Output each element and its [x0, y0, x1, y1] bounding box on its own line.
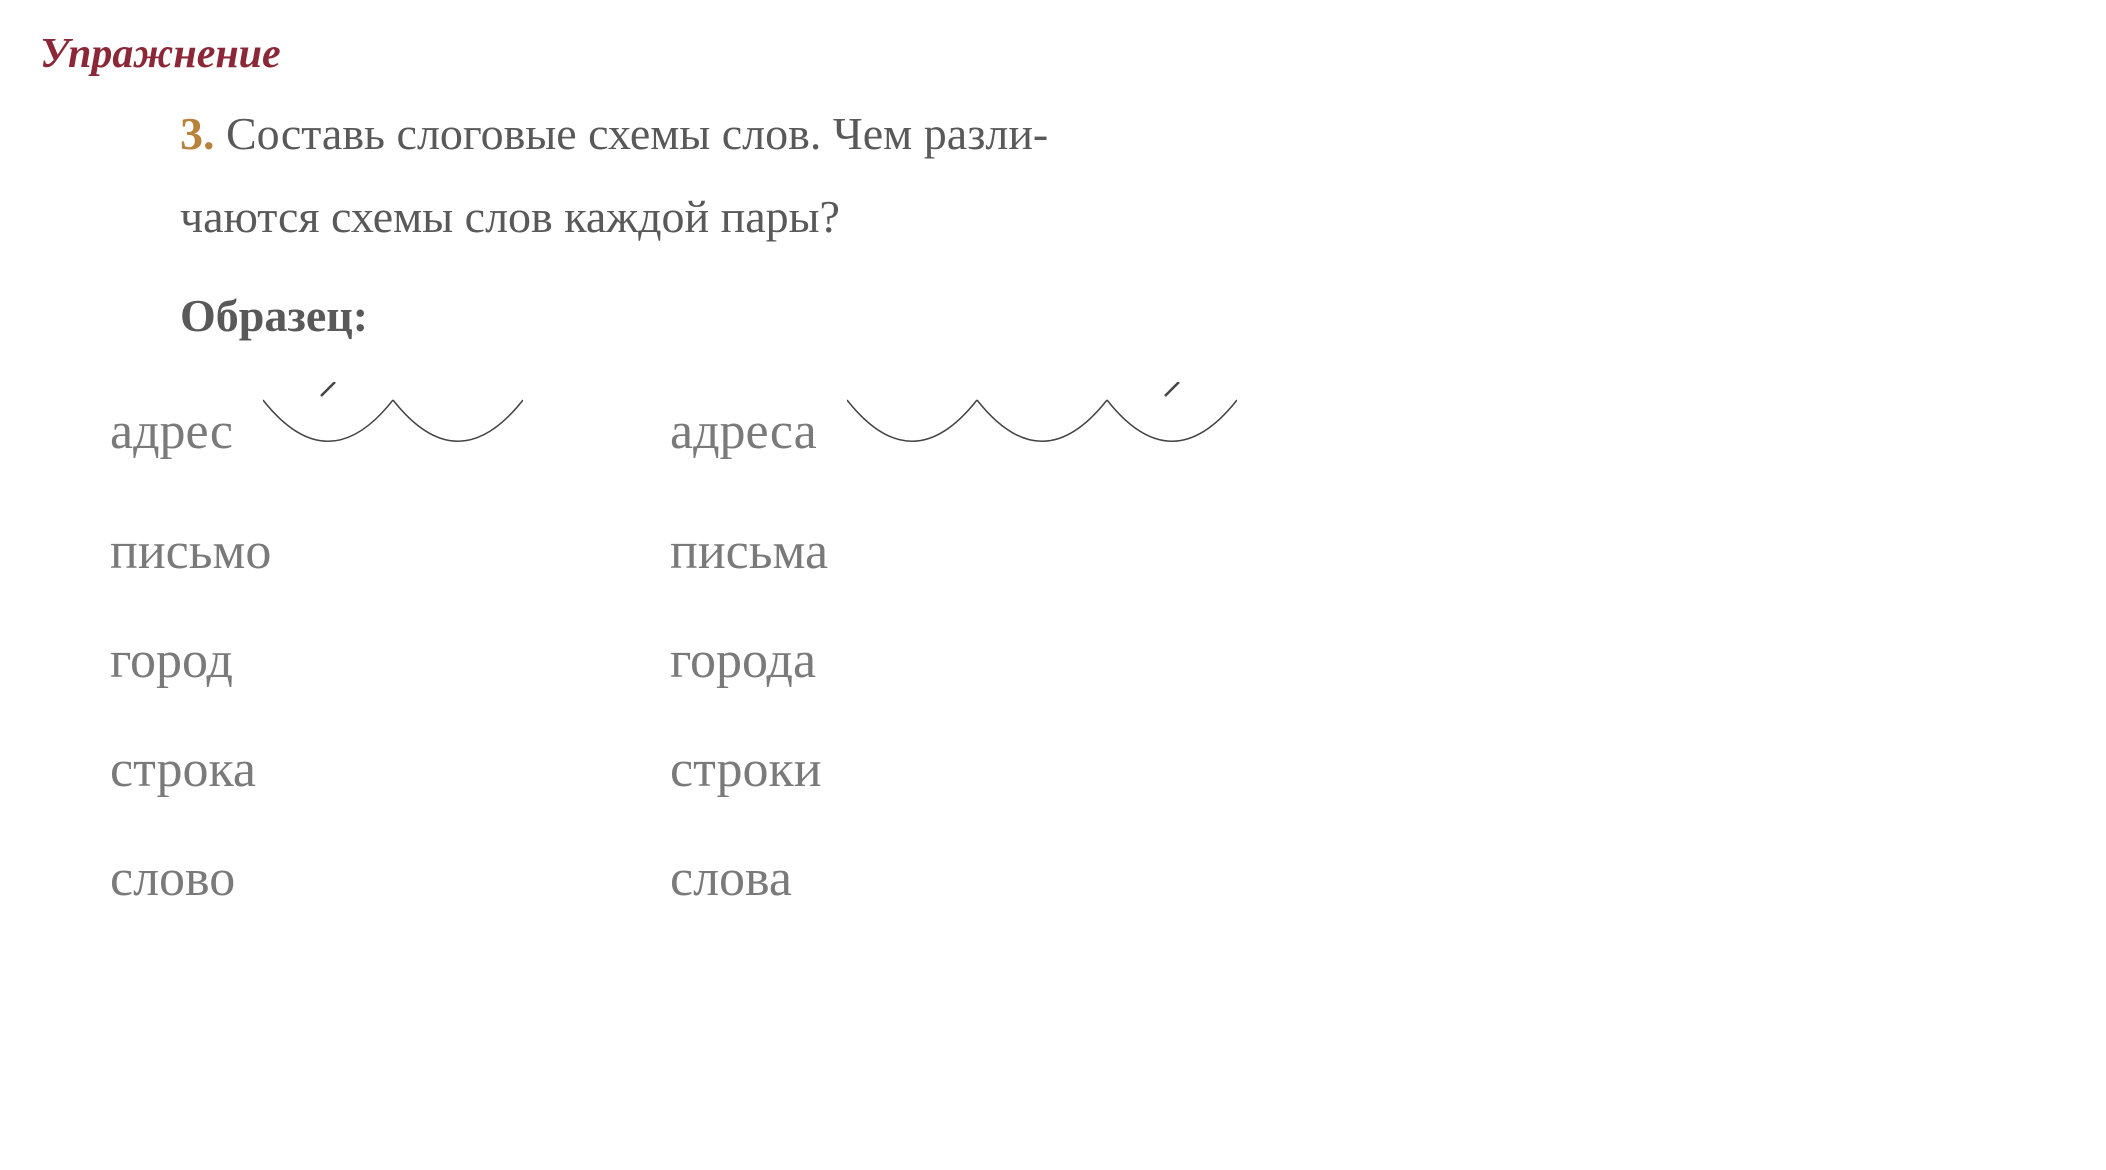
sample-label: Образец: — [180, 289, 2066, 342]
words-section: адрес адреса письмо письма город города строка… — [40, 392, 2066, 908]
word-row: город города — [110, 631, 2066, 690]
task-section: 3. Составь слоговые схемы слов. Чем разл… — [40, 93, 2066, 342]
word-left: слово — [110, 849, 670, 908]
word-right: строки — [670, 740, 822, 799]
word-right: адреса — [670, 392, 1237, 472]
word-text-right: слова — [670, 849, 792, 908]
word-text-left: строка — [110, 740, 256, 799]
syllable-arcs — [263, 382, 523, 462]
task-text: 3. Составь слоговые схемы слов. Чем разл… — [180, 93, 2066, 259]
word-text-left: письмо — [110, 522, 271, 581]
word-text-right: письма — [670, 522, 828, 581]
word-text-right: города — [670, 631, 816, 690]
word-row: адрес адреса — [110, 392, 2066, 472]
word-left: письмо — [110, 522, 670, 581]
word-text-right: адреса — [670, 402, 817, 461]
word-right: письма — [670, 522, 828, 581]
word-left: строка — [110, 740, 670, 799]
word-left: город — [110, 631, 670, 690]
word-text-left: город — [110, 631, 233, 690]
word-row: слово слова — [110, 849, 2066, 908]
task-text-line1: Составь слоговые схемы слов. Чем разли- — [226, 108, 1048, 159]
task-text-line2: чаются схемы слов каждой пары? — [180, 191, 840, 242]
word-left: адрес — [110, 392, 670, 472]
word-right: города — [670, 631, 816, 690]
word-row: письмо письма — [110, 522, 2066, 581]
word-text-left: адрес — [110, 402, 233, 461]
syllable-arcs — [847, 382, 1237, 462]
word-text-left: слово — [110, 849, 235, 908]
exercise-label: Упражнение — [40, 30, 2066, 78]
word-text-right: строки — [670, 740, 822, 799]
word-right: слова — [670, 849, 792, 908]
task-number: 3. — [180, 108, 215, 159]
word-row: строка строки — [110, 740, 2066, 799]
